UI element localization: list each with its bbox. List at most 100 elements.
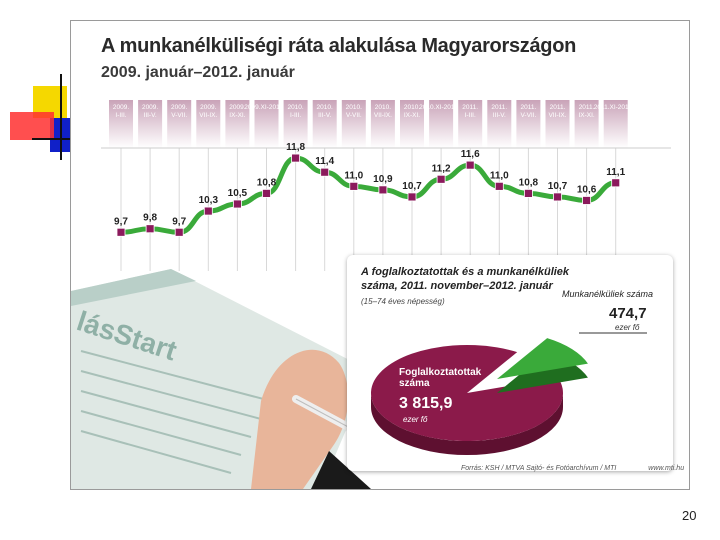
period-label: 2011. VII-IX.	[548, 104, 566, 119]
unemployed-label: Munkanélküliek száma	[562, 289, 654, 299]
data-label: 11,0	[490, 170, 509, 181]
data-label: 11,2	[432, 163, 451, 174]
period-band	[545, 100, 570, 148]
pie-panel: A foglalkoztatottak és a munkanélküliek …	[347, 255, 673, 471]
period-label: 2010. VII-IX.	[374, 104, 392, 119]
period-label: 2010.XI-2011.I.	[419, 104, 463, 111]
data-point	[494, 181, 504, 191]
period-band	[167, 100, 192, 148]
period-band	[109, 100, 133, 148]
period-label: 2009. V-VII.	[171, 104, 187, 119]
period-band	[400, 100, 424, 148]
data-label: 11,6	[461, 149, 480, 160]
period-label: 2010. IX-XI.	[404, 104, 420, 119]
data-point	[582, 196, 592, 205]
data-label: 10,5	[228, 188, 248, 199]
data-point	[116, 227, 126, 237]
data-label: 10,6	[577, 184, 597, 195]
series-line	[118, 155, 619, 235]
period-label: 2009. IX-XI.	[229, 104, 245, 119]
period-label: 2011.XI-2012.I.	[594, 104, 638, 111]
deco-horizontal-line	[32, 138, 78, 140]
period-band	[312, 100, 337, 148]
data-label: 9,7	[114, 216, 128, 227]
unemployed-unit: ezer fő	[615, 323, 640, 332]
period-band	[196, 100, 221, 148]
period-label: 2011. IX-XI.	[578, 104, 594, 119]
period-band	[254, 100, 279, 148]
hand	[251, 349, 349, 489]
period-label: 2011. V-VII.	[520, 104, 536, 119]
data-label: 9,7	[172, 216, 186, 227]
job-application-photo: lásStart	[71, 269, 397, 489]
data-point	[611, 178, 621, 188]
data-point	[203, 206, 213, 216]
form-lines	[80, 350, 272, 474]
unemployed-value: 474,7	[609, 305, 647, 322]
data-label: 9,8	[143, 213, 157, 224]
data-label: 10,7	[548, 181, 568, 192]
data-point	[523, 188, 533, 198]
data-point	[436, 174, 446, 184]
line-chart: 2009. I-III. 2009. III-V. 2009. V-VII. 2009. VI…	[101, 100, 671, 271]
chart-subtitle: 2009. január–2012. január	[101, 64, 295, 81]
period-band	[487, 100, 512, 148]
period-band	[516, 100, 541, 148]
form-header-band	[71, 269, 196, 306]
data-point	[349, 181, 359, 191]
data-label: 11,4	[315, 156, 334, 167]
infographic-frame: A munkanélküliségi ráta alakulása Magyar…	[70, 20, 690, 490]
data-label: 10,7	[402, 181, 422, 192]
period-label: 2009. I-III.	[113, 104, 129, 119]
source-line: Forrás: KSH / MTVA Sajtó- és Fotóarchívu…	[461, 465, 684, 472]
employed-unit: ezer fő	[403, 415, 428, 424]
data-label: 10,8	[519, 177, 539, 188]
data-label: 10,9	[373, 174, 393, 185]
data-label: 10,8	[257, 177, 277, 188]
employed-label: Foglalkoztatottak száma	[399, 367, 482, 389]
period-label: 2009. VII-IX.	[199, 104, 217, 119]
period-label: 2011. III-V.	[491, 104, 507, 119]
site-text: www.mti.hu	[648, 465, 685, 472]
period-band	[283, 100, 308, 148]
data-point	[262, 188, 271, 198]
pie-note: (15–74 éves népesség)	[361, 297, 445, 306]
pie-slice-employed	[371, 345, 563, 441]
period-band	[429, 100, 454, 148]
period-band	[138, 100, 163, 148]
period-band	[225, 100, 250, 148]
period-label: 2009.XI-2010.I.	[244, 104, 289, 111]
data-point	[291, 153, 301, 163]
page-number: 20	[682, 508, 697, 523]
data-label: 11,1	[606, 167, 625, 178]
period-band	[574, 100, 599, 148]
source-text: Forrás: KSH / MTVA Sajtó- és Fotóarchívu…	[461, 465, 617, 472]
data-label: 10,3	[199, 195, 219, 206]
data-point	[320, 167, 330, 177]
deco-red-square	[10, 112, 54, 140]
period-label: 2010. III-V.	[317, 104, 333, 119]
pie-chart	[371, 332, 647, 455]
period-band	[341, 100, 366, 148]
data-point	[553, 192, 562, 202]
data-label: 11,8	[286, 142, 305, 153]
period-band	[603, 100, 628, 148]
pie-employed-side	[371, 393, 563, 455]
period-label: 2009. III-V.	[142, 104, 158, 119]
data-point	[174, 227, 184, 237]
sleeve	[311, 451, 371, 489]
employed-value: 3 815,9	[399, 395, 453, 412]
data-point	[465, 160, 475, 170]
data-point	[378, 185, 388, 195]
data-point	[145, 224, 155, 234]
data-label: 11,0	[344, 170, 363, 181]
period-label: 2010. I-III.	[287, 104, 303, 119]
pie-slice-unemployed	[497, 338, 588, 379]
deco-vertical-line	[60, 74, 62, 160]
period-label: 2010. V-VII.	[346, 104, 362, 119]
chart-title: A munkanélküliségi ráta alakulása Magyar…	[101, 35, 577, 57]
pie-title: A foglalkoztatottak és a munkanélküliek …	[361, 266, 570, 292]
period-band	[458, 100, 483, 148]
period-band	[370, 100, 395, 148]
data-point	[232, 199, 242, 209]
